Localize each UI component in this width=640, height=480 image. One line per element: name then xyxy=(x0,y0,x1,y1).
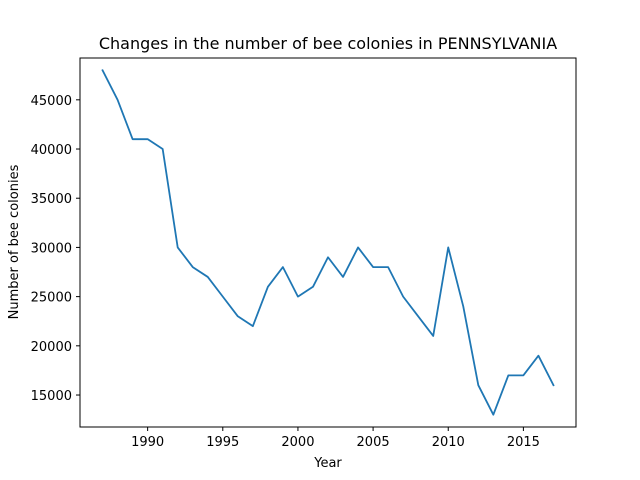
x-tick-label: 2005 xyxy=(357,435,390,450)
x-axis-label: Year xyxy=(313,456,342,471)
x-tick-label: 1995 xyxy=(206,435,239,450)
y-axis: 15000 20000 25000 30000 35000 40000 45000 xyxy=(31,94,80,404)
series-group xyxy=(101,69,555,416)
y-tick-label: 15000 xyxy=(31,389,72,404)
x-axis: 1990 1995 2000 2005 2010 2015 xyxy=(131,427,540,450)
y-tick-label: 45000 xyxy=(31,94,72,109)
y-tick-label: 40000 xyxy=(31,143,72,158)
y-tick-label: 35000 xyxy=(31,192,72,207)
x-tick-label: 2000 xyxy=(281,435,314,450)
y-tick-label: 25000 xyxy=(31,291,72,306)
x-tick-label: 1990 xyxy=(131,435,164,450)
y-tick-label: 20000 xyxy=(31,340,72,355)
y-axis-label: Number of bee colonies xyxy=(7,164,22,319)
plot-frame xyxy=(79,57,577,428)
y-tick-label: 30000 xyxy=(31,241,72,256)
chart-title: Changes in the number of bee colonies in… xyxy=(99,34,557,53)
x-tick-label: 2015 xyxy=(507,435,540,450)
series-line xyxy=(101,69,555,416)
x-tick-label: 2010 xyxy=(432,435,465,450)
